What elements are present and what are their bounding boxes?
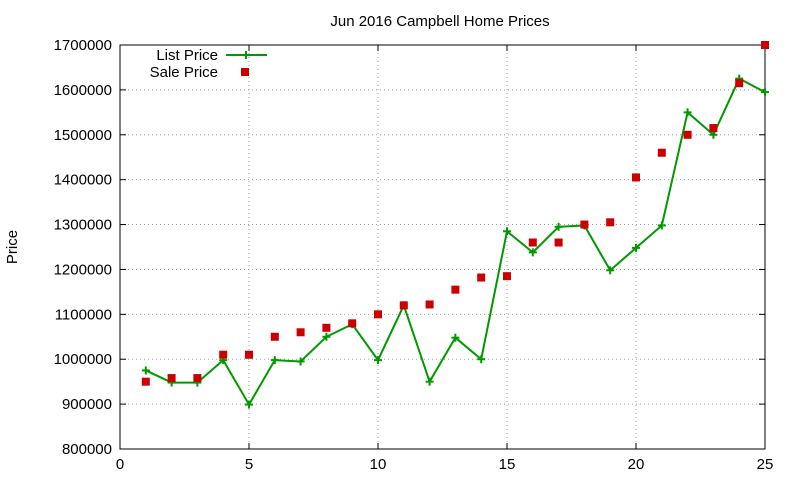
list-price-point <box>503 227 511 236</box>
sale-price-point <box>657 148 666 157</box>
sale-price-point <box>477 273 486 282</box>
list-price-point <box>554 222 563 231</box>
x-tick-label: 0 <box>116 456 124 473</box>
legend-item-sale-price: Sale Price <box>150 64 249 81</box>
sale-price-point <box>348 319 357 328</box>
sale-price-point <box>296 328 305 337</box>
list-price-point <box>709 130 718 139</box>
series-sale-price <box>141 41 769 386</box>
x-tick-label: 15 <box>499 456 516 473</box>
y-tick-label: 800000 <box>62 441 112 458</box>
list-price-line <box>145 77 766 407</box>
y-tick-label: 1000000 <box>54 351 112 368</box>
series-layer <box>141 41 769 409</box>
sale-price-point <box>167 374 176 383</box>
list-price-point <box>761 88 769 97</box>
list-price-point <box>477 355 486 364</box>
sale-price-point <box>709 124 718 133</box>
sale-price-point <box>219 350 228 359</box>
plot-border <box>119 44 766 450</box>
legend-square-swatch <box>241 68 249 76</box>
sale-price-point <box>322 323 331 332</box>
grid <box>120 45 765 449</box>
plot-frame <box>119 44 766 450</box>
sale-price-point <box>451 285 460 294</box>
list-price-point <box>683 108 692 117</box>
x-tick-label: 10 <box>370 456 387 473</box>
y-axis-label: Price <box>4 230 21 264</box>
sale-price-point <box>193 374 202 383</box>
y-tick-label: 1100000 <box>55 306 112 323</box>
legend-item-list-price: List Price <box>156 47 267 64</box>
legend-label: List Price <box>156 47 218 64</box>
list-price-point <box>451 333 460 342</box>
y-tick-label: 1500000 <box>54 127 112 144</box>
list-price-point <box>245 400 253 409</box>
sale-price-point <box>735 79 744 88</box>
legend-label: Sale Price <box>150 64 218 81</box>
y-tick-label: 1600000 <box>54 82 112 99</box>
y-tick-label: 1300000 <box>54 217 112 234</box>
sale-price-point <box>554 238 563 247</box>
y-tick-label: 900000 <box>62 396 112 413</box>
y-tick-label: 1400000 <box>54 172 112 189</box>
sale-price-point <box>761 41 769 49</box>
sale-price-point <box>528 238 537 247</box>
x-tick-label: 25 <box>757 456 774 473</box>
sale-price-point <box>580 220 589 229</box>
sale-price-point <box>683 130 692 139</box>
x-tick-label: 5 <box>245 456 253 473</box>
list-price-point <box>270 356 279 365</box>
list-price-point <box>322 332 331 341</box>
list-price-point <box>425 377 434 386</box>
y-tick-label: 1200000 <box>54 261 112 278</box>
sale-price-point <box>632 173 640 182</box>
axis-ticks: 0 5 10 15 20 25 800000 900000 1000000 1100000 1200… <box>54 37 774 473</box>
sale-price-point <box>399 301 408 310</box>
list-price-point <box>528 248 537 257</box>
list-price-point <box>374 356 382 365</box>
sale-price-point <box>425 300 434 309</box>
chart-title: Jun 2016 Campbell Home Prices <box>330 13 549 30</box>
list-price-point <box>141 366 150 375</box>
sale-price-point <box>606 218 615 227</box>
list-price-point <box>657 221 666 230</box>
list-price-point <box>296 357 305 366</box>
sale-price-point <box>270 332 279 341</box>
sale-price-point <box>503 272 511 281</box>
y-tick-label: 1700000 <box>54 37 112 54</box>
list-price-point <box>632 243 640 252</box>
series-list-price <box>141 74 769 409</box>
sale-price-point <box>245 350 253 359</box>
x-tick-label: 20 <box>628 456 645 473</box>
sale-price-point <box>374 310 382 319</box>
list-price-point <box>606 266 615 275</box>
sale-price-point <box>141 377 150 386</box>
